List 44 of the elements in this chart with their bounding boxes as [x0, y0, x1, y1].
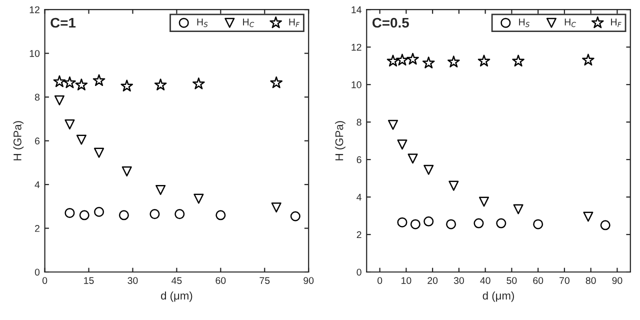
- x-axis-title: d (μm): [482, 291, 514, 302]
- y-tick-label: 10: [352, 81, 362, 88]
- y-tick-label: 0: [356, 268, 362, 276]
- x-axis-title: d (μm): [160, 291, 192, 302]
- legend-label: H$_{S}$: [519, 18, 530, 28]
- legend-label: H$_{F}$: [611, 18, 622, 27]
- y-tick-label: 4: [34, 181, 40, 188]
- y-tick-label: 2: [356, 231, 362, 238]
- x-tick-label: 75: [260, 277, 270, 284]
- x-tick-label: 15: [84, 277, 94, 284]
- x-tick-label: 10: [402, 277, 412, 284]
- y-tick-label: 14: [352, 6, 362, 14]
- x-tick-label: 60: [216, 277, 226, 284]
- x-tick-label: 90: [612, 277, 622, 284]
- y-tick-label: 8: [356, 118, 362, 126]
- x-tick-label: 30: [128, 277, 138, 284]
- y-axis-title: H (GPa): [13, 121, 24, 160]
- y-tick-label: 2: [35, 225, 40, 232]
- y-axis-title: H (GPa): [335, 121, 346, 160]
- x-tick-label: 20: [428, 277, 438, 284]
- annotation: C=0.5: [372, 18, 409, 28]
- x-tick-label: 45: [172, 277, 182, 284]
- y-tick-label: 12: [352, 44, 362, 51]
- x-tick-label: 80: [586, 277, 596, 284]
- y-tick-label: 10: [30, 50, 40, 57]
- y-tick-label: 4: [356, 194, 362, 201]
- x-tick-label: 40: [480, 277, 490, 284]
- annotation: C=1: [50, 18, 76, 28]
- x-tick-label: 70: [560, 277, 570, 284]
- x-tick-label: 0: [377, 277, 382, 284]
- legend-label: H$_{C}$: [243, 18, 254, 28]
- x-tick-label: 90: [304, 277, 314, 284]
- x-tick-label: 30: [454, 277, 464, 284]
- x-tick-label: 60: [533, 277, 544, 284]
- y-tick-label: 12: [30, 6, 40, 14]
- y-tick-label: 8: [34, 94, 40, 101]
- x-tick-label: 50: [506, 277, 517, 284]
- legend-label: H$_{F}$: [289, 18, 300, 27]
- y-tick-label: 6: [356, 156, 362, 164]
- y-tick-label: 6: [35, 138, 40, 144]
- legend-label: H$_{S}$: [197, 18, 208, 28]
- legend-label: H$_{C}$: [564, 18, 576, 28]
- y-tick-label: 0: [34, 268, 40, 276]
- x-tick-label: 0: [42, 277, 48, 284]
